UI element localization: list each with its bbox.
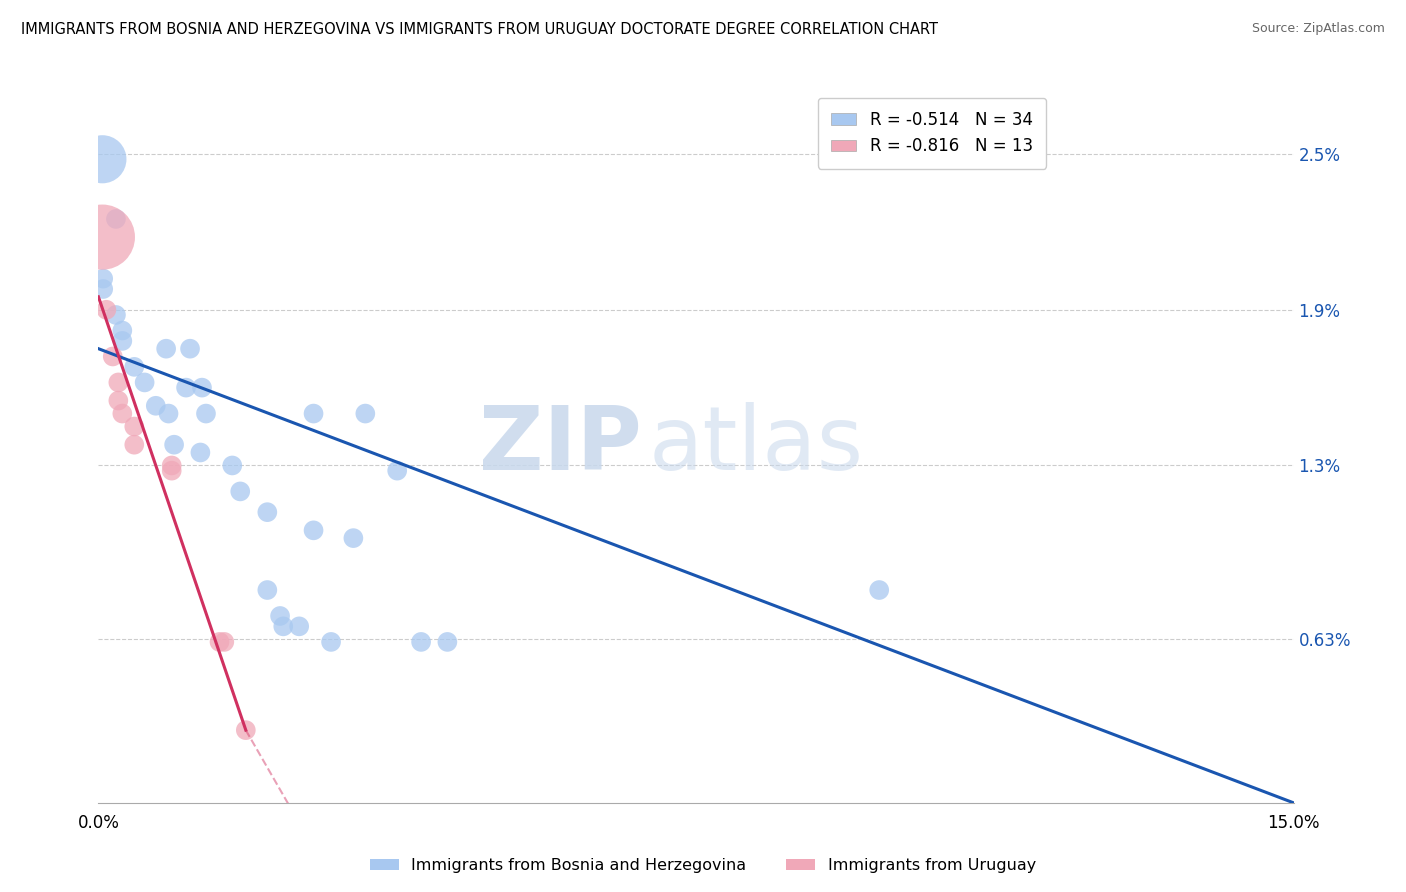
Point [107,376,129,390]
Point [111,407,134,421]
Point [96,302,118,317]
Point [174,381,197,395]
Point [256,505,278,519]
Point [235,723,257,738]
Point [342,531,364,545]
Text: Source: ZipAtlas.com: Source: ZipAtlas.com [1251,22,1385,36]
Point [385,464,409,478]
Text: atlas: atlas [648,402,863,490]
Point [319,635,342,649]
Text: IMMIGRANTS FROM BOSNIA AND HERZEGOVINA VS IMMIGRANTS FROM URUGUAY DOCTORATE DEGR: IMMIGRANTS FROM BOSNIA AND HERZEGOVINA V… [21,22,938,37]
Text: ZIP: ZIP [479,402,643,490]
Point [208,635,231,649]
Point [145,399,167,413]
Point [111,324,134,338]
Point [91,282,114,296]
Point [104,308,127,322]
Legend: R = -0.514   N = 34, R = -0.816   N = 13: R = -0.514 N = 34, R = -0.816 N = 13 [818,97,1046,169]
Point [111,334,134,348]
Point [195,407,218,421]
Legend: Immigrants from Bosnia and Herzegovina, Immigrants from Uruguay: Immigrants from Bosnia and Herzegovina, … [363,852,1043,880]
Point [229,484,252,499]
Point [160,464,183,478]
Point [163,438,186,452]
Point [107,393,129,408]
Point [271,619,294,633]
Point [190,445,212,459]
Point [91,230,114,244]
Point [221,458,243,473]
Point [101,350,124,364]
Point [302,407,325,421]
Point [191,381,214,395]
Point [256,582,278,597]
Point [124,419,146,434]
Point [214,635,236,649]
Point [134,376,156,390]
Point [160,458,183,473]
Point [354,407,377,421]
Point [868,582,890,597]
Point [288,619,311,633]
Point [155,342,177,356]
Point [104,211,127,226]
Point [179,342,201,356]
Point [302,524,325,538]
Point [124,359,146,374]
Point [91,153,114,167]
Point [436,635,458,649]
Point [411,635,433,649]
Point [91,271,114,285]
Point [157,407,180,421]
Point [269,609,291,624]
Point [124,438,146,452]
